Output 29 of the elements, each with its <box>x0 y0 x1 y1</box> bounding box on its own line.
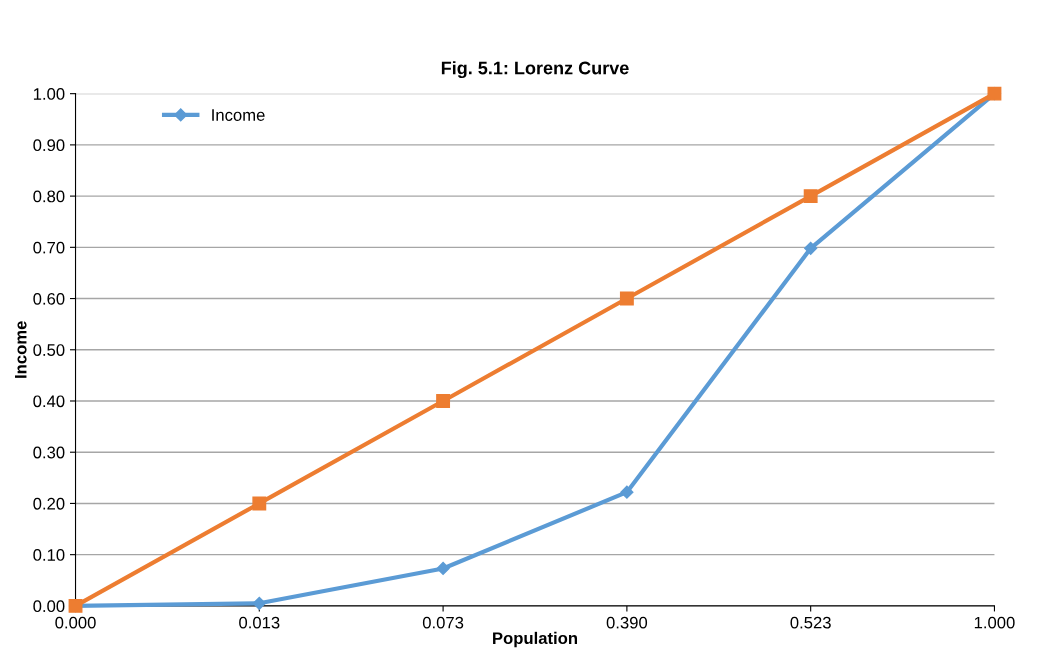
x-tick-label: 0.390 <box>606 616 648 629</box>
y-tick-label: 0.70 <box>33 241 65 254</box>
point <box>804 241 818 255</box>
point <box>252 596 266 610</box>
chart-title: Fig. 5.1: Lorenz Curve <box>441 61 629 79</box>
x-axis-title: Population <box>493 631 578 648</box>
point <box>436 561 450 576</box>
point <box>620 485 634 499</box>
point <box>252 496 267 511</box>
y-tick-label: 0.40 <box>33 395 65 408</box>
y-tick-label: 0.00 <box>33 600 65 613</box>
x-tick-label: 1.000 <box>974 616 1015 629</box>
y-tick-label: 0.10 <box>33 549 65 561</box>
x-tick-label: 0.013 <box>239 616 280 629</box>
y-tick-label: 0.90 <box>33 139 65 152</box>
y-tick-label: 0.30 <box>33 446 65 459</box>
legend-label: Income <box>212 109 265 121</box>
y-tick-label: 0.50 <box>33 344 65 356</box>
x-tick-label: 0.073 <box>422 616 464 629</box>
y-tick-label: 1.00 <box>33 88 65 100</box>
point <box>619 291 634 306</box>
x-tick-label: 0.000 <box>55 616 96 629</box>
point <box>436 394 451 408</box>
y-tick-label: 0.80 <box>33 190 65 203</box>
y-tick-label: 0.60 <box>33 292 65 305</box>
point <box>803 189 818 204</box>
y-tick-label: 0.20 <box>33 497 65 510</box>
x-tick-label: 0.523 <box>790 616 831 629</box>
y-axis-title: Income <box>14 321 27 378</box>
